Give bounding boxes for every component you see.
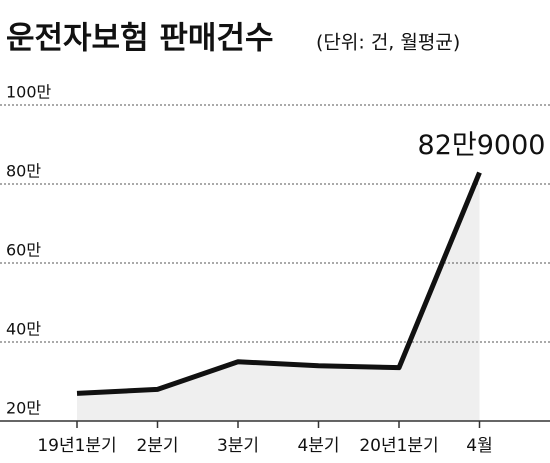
y-tick-label: 80만 bbox=[6, 162, 41, 181]
x-tick-label: 19년1분기 bbox=[37, 436, 116, 456]
line bbox=[76, 171, 482, 396]
y-tick-label: 40만 bbox=[6, 320, 41, 339]
y-tick-label: 60만 bbox=[6, 241, 41, 260]
x-tick-label: 3분기 bbox=[217, 436, 259, 456]
value-label: 82만9000 bbox=[418, 130, 546, 161]
x-tick-label: 20년1분기 bbox=[359, 436, 438, 456]
y-tick-label: 100만 bbox=[6, 83, 52, 102]
y-tick-label: 20만 bbox=[6, 399, 41, 418]
x-tick-label: 4분기 bbox=[297, 436, 339, 456]
chart-title: 운전자보험 판매건수 bbox=[6, 21, 273, 57]
chart-subtitle: (단위: 건, 월평균) bbox=[316, 32, 460, 54]
x-tick-label: 2분기 bbox=[136, 436, 178, 456]
x-tick-label: 4월 bbox=[466, 436, 492, 456]
area bbox=[77, 172, 480, 421]
